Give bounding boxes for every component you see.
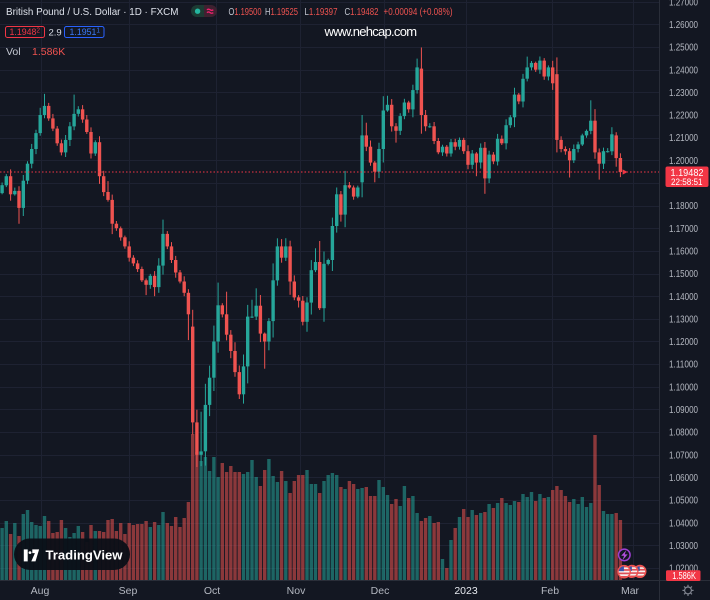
svg-text:Aug: Aug xyxy=(31,585,50,597)
svg-text:H1.19525: H1.19525 xyxy=(265,7,298,18)
svg-text:1.08000: 1.08000 xyxy=(669,428,698,439)
svg-text:1.09000: 1.09000 xyxy=(669,405,698,416)
svg-text:2.9: 2.9 xyxy=(49,27,62,38)
svg-text:Feb: Feb xyxy=(541,585,559,597)
svg-text:1.586K: 1.586K xyxy=(32,46,65,58)
svg-text:TradingView: TradingView xyxy=(46,548,124,563)
svg-text:L1.19397: L1.19397 xyxy=(305,7,338,18)
svg-text:1.21000: 1.21000 xyxy=(669,133,698,144)
svg-text:1.16000: 1.16000 xyxy=(669,247,698,258)
svg-text:1.19482: 1.19482 xyxy=(671,167,704,179)
svg-text:1.03000: 1.03000 xyxy=(669,541,698,552)
svg-text:1.11000: 1.11000 xyxy=(669,360,699,371)
svg-text:1.25000: 1.25000 xyxy=(669,43,698,54)
svg-text:1.10000: 1.10000 xyxy=(669,382,698,393)
svg-text:22:58:51: 22:58:51 xyxy=(671,177,703,187)
svg-text:1.13000: 1.13000 xyxy=(669,314,698,325)
svg-text:1.15000: 1.15000 xyxy=(669,269,698,280)
svg-text:2023: 2023 xyxy=(454,585,478,597)
svg-text:O1.19500: O1.19500 xyxy=(229,7,262,18)
svg-text:1.07000: 1.07000 xyxy=(669,450,698,461)
svg-text:Mar: Mar xyxy=(621,585,640,597)
svg-text:1.19482: 1.19482 xyxy=(10,27,41,38)
svg-text:1.19511: 1.19511 xyxy=(70,27,101,38)
svg-text:1.23000: 1.23000 xyxy=(669,88,698,99)
svg-text:1.24000: 1.24000 xyxy=(669,65,698,76)
svg-text:Sep: Sep xyxy=(119,585,138,597)
svg-text:1.05000: 1.05000 xyxy=(669,496,698,507)
svg-text:www.nehcap.com: www.nehcap.com xyxy=(324,24,418,39)
svg-text:C1.19482: C1.19482 xyxy=(345,7,379,18)
svg-text:1.06000: 1.06000 xyxy=(669,473,698,484)
svg-text:1.17000: 1.17000 xyxy=(669,224,698,235)
svg-text:1.14000: 1.14000 xyxy=(669,292,698,303)
svg-text:1.02000: 1.02000 xyxy=(669,564,698,575)
svg-text:1.12000: 1.12000 xyxy=(669,337,698,348)
svg-text:Dec: Dec xyxy=(371,585,390,597)
svg-text:+0.00094 (+0.08%): +0.00094 (+0.08%) xyxy=(384,7,453,18)
svg-text:British Pound / U.S. Dollar ·: British Pound / U.S. Dollar · 1D · FXCM xyxy=(6,6,179,18)
svg-text:1.04000: 1.04000 xyxy=(669,518,698,529)
svg-text:1.27000: 1.27000 xyxy=(669,0,698,8)
svg-text:Oct: Oct xyxy=(204,585,220,597)
svg-text:1.586K: 1.586K xyxy=(672,571,696,582)
svg-text:1.22000: 1.22000 xyxy=(669,111,698,122)
svg-text:1.20000: 1.20000 xyxy=(669,156,698,167)
svg-text:Vol: Vol xyxy=(6,46,21,58)
svg-text:1.26000: 1.26000 xyxy=(669,20,698,31)
svg-text:1.18000: 1.18000 xyxy=(669,201,698,212)
svg-text:Nov: Nov xyxy=(287,585,306,597)
